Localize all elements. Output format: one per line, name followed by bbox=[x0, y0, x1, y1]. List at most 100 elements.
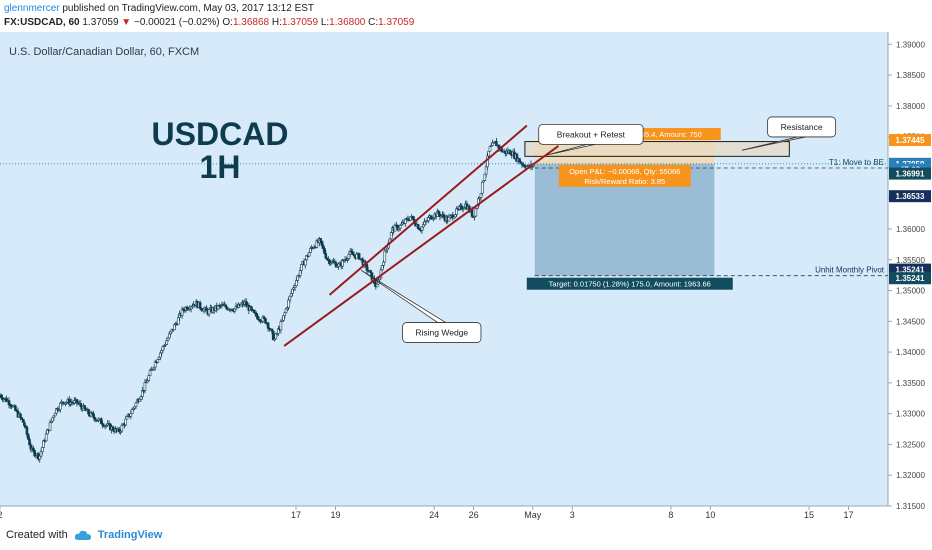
candle-body bbox=[19, 413, 22, 418]
y-tick-label: 1.35000 bbox=[896, 287, 925, 296]
x-tick-label: 2 bbox=[0, 510, 3, 520]
candle-body bbox=[457, 206, 461, 210]
candle-body bbox=[51, 417, 54, 422]
candle-body bbox=[365, 263, 369, 271]
instrument-title: U.S. Dollar/Canadian Dollar, 60, FXCM bbox=[9, 46, 199, 58]
rising-wedge-callout-text: Rising Wedge bbox=[415, 328, 468, 338]
rising-wedge-callout[interactable] bbox=[402, 322, 482, 343]
last-price: 1.37059 bbox=[82, 17, 119, 28]
candle-body bbox=[351, 252, 355, 255]
candle-body bbox=[39, 451, 43, 457]
candle-body bbox=[83, 405, 86, 409]
candle-body bbox=[33, 450, 36, 457]
candle-body bbox=[442, 214, 446, 218]
price-change: −0.00021 (−0.02%) bbox=[133, 17, 220, 28]
symbol-name: FX:USDCAD, 60 bbox=[4, 17, 80, 28]
candle-body bbox=[25, 426, 29, 435]
target-label-text: Target: 0.01750 (1.28%) 175.0, Amount: 1… bbox=[549, 280, 711, 289]
high-value: 1.37059 bbox=[281, 17, 319, 28]
publisher-line: glennmercer published on TradingView.com… bbox=[4, 3, 314, 14]
candle-body bbox=[427, 217, 430, 221]
low-label: L: bbox=[320, 17, 330, 28]
candle-body bbox=[291, 288, 294, 294]
candle-body bbox=[41, 447, 44, 453]
pnl-label-text: Open P&L: −0.00068, Qty: 55066 bbox=[569, 167, 680, 176]
candle-body bbox=[282, 315, 285, 321]
time-axis[interactable] bbox=[0, 506, 888, 522]
candle-body bbox=[134, 402, 138, 408]
candle-body bbox=[32, 447, 35, 451]
candle-body bbox=[38, 455, 42, 460]
candle-body bbox=[284, 308, 288, 314]
plot-area[interactable] bbox=[0, 32, 888, 506]
monthly-pivot-label: Unhit Monthly Pivot bbox=[815, 266, 885, 275]
wedge-line-lower bbox=[283, 145, 560, 347]
created-with-text: Created with bbox=[6, 529, 68, 541]
candle-body bbox=[139, 396, 143, 400]
candle-body bbox=[205, 307, 208, 311]
candle-body bbox=[294, 280, 298, 286]
resistance-callout-text: Resistance bbox=[781, 122, 823, 132]
pnl-label-box bbox=[558, 164, 691, 187]
candle-body bbox=[389, 232, 393, 240]
candle-body bbox=[7, 400, 11, 405]
candle-body bbox=[382, 261, 385, 266]
price-axis-tag bbox=[889, 272, 931, 285]
price-axis-tag-text: 1.36991 bbox=[896, 170, 925, 179]
price-axis-tag bbox=[889, 134, 931, 147]
candle-body bbox=[398, 224, 402, 229]
y-tick-label: 1.32000 bbox=[896, 471, 925, 480]
x-tick-label: 3 bbox=[570, 510, 575, 520]
candle-body bbox=[289, 292, 293, 297]
price-axis-tag bbox=[889, 167, 931, 180]
candle-body bbox=[355, 253, 358, 259]
candle-body bbox=[58, 402, 62, 410]
candle-body bbox=[454, 214, 457, 218]
candle-body bbox=[148, 370, 152, 376]
candle-body bbox=[198, 302, 202, 309]
candle-body bbox=[264, 318, 267, 324]
down-arrow-icon: ▼ bbox=[121, 17, 132, 28]
candle-body bbox=[166, 337, 170, 341]
price-axis-tag-text: 1.37445 bbox=[896, 136, 925, 145]
candle-body bbox=[319, 238, 322, 242]
candle-body bbox=[484, 166, 488, 175]
candle-body bbox=[375, 283, 379, 288]
candle-body bbox=[159, 352, 162, 358]
x-tick-label: 19 bbox=[330, 510, 340, 520]
breakout-retest-callout-text: Breakout + Retest bbox=[557, 129, 626, 139]
candle-body bbox=[320, 240, 324, 246]
candle-body bbox=[120, 424, 124, 432]
tradingview-brand[interactable]: TradingView bbox=[97, 529, 163, 541]
candle-body bbox=[421, 224, 425, 228]
candle-body bbox=[288, 295, 292, 301]
y-tick-label: 1.33500 bbox=[896, 379, 925, 388]
candle-body bbox=[224, 304, 228, 308]
resistance-callout[interactable] bbox=[767, 116, 837, 138]
drawn-lines: T1: Move to BE Unhit Monthly Pivot bbox=[0, 124, 888, 347]
candle-body bbox=[298, 270, 302, 276]
candle-body bbox=[411, 215, 415, 220]
candle-body bbox=[75, 399, 79, 404]
candle-body bbox=[287, 299, 290, 308]
x-tick-label: 17 bbox=[844, 510, 854, 520]
chart-labels: Stop: 0.00454 (0.33%) 45.4, Amount: 750O… bbox=[360, 116, 931, 343]
candle-body bbox=[147, 375, 151, 381]
low-value: 1.36800 bbox=[329, 17, 366, 28]
target-label-box bbox=[526, 277, 733, 290]
candle-body bbox=[87, 409, 90, 415]
candle-body bbox=[157, 356, 161, 360]
open-value: 1.36868 bbox=[232, 17, 270, 28]
x-tick-label: 8 bbox=[668, 510, 673, 520]
y-tick-label: 1.39000 bbox=[896, 40, 925, 49]
y-tick-label: 1.38500 bbox=[896, 71, 925, 80]
y-tick-label: 1.38000 bbox=[896, 102, 925, 111]
price-axis-tag-text: 1.36533 bbox=[896, 192, 925, 201]
footer: Created with TradingView bbox=[6, 529, 162, 541]
breakout-retest-callout[interactable] bbox=[538, 123, 644, 145]
publisher-name[interactable]: glennmercer bbox=[4, 3, 60, 14]
candle-body bbox=[48, 422, 52, 431]
close-label: C: bbox=[368, 17, 379, 28]
candle-body bbox=[125, 416, 129, 420]
